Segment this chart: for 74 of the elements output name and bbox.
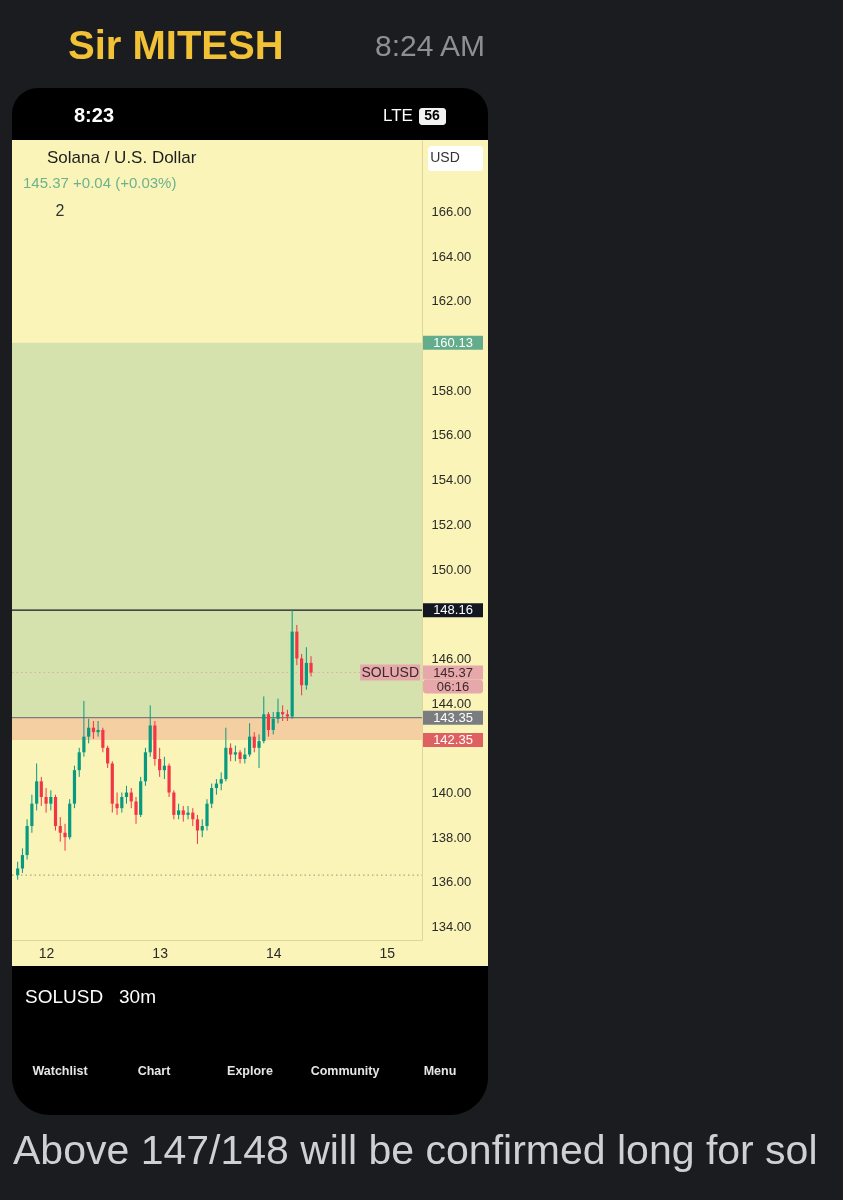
text: SOLUSD xyxy=(25,986,104,1007)
text: 8:24 AM xyxy=(375,29,486,62)
y-tick-label: 144.00 xyxy=(431,695,472,711)
candlestick xyxy=(77,747,81,778)
candlestick xyxy=(210,783,214,809)
text: Explore xyxy=(227,1064,273,1078)
candlestick xyxy=(271,711,275,735)
x-tick-label: 13 xyxy=(152,944,169,961)
y-tick-label: 152.00 xyxy=(431,516,472,532)
y-tick-label: 156.00 xyxy=(431,427,472,443)
candlestick xyxy=(266,711,271,738)
text: 30m xyxy=(119,986,156,1007)
text: 06:16 xyxy=(436,678,470,694)
candlestick xyxy=(39,776,43,807)
text: Sir MITESH xyxy=(68,23,284,67)
y-tick-label: 138.00 xyxy=(431,829,472,845)
text: Watchlist xyxy=(32,1064,89,1078)
candlestick xyxy=(304,646,308,691)
text: Community xyxy=(310,1064,380,1078)
chart-title: Solana / U.S. Dollar xyxy=(47,148,197,167)
text: Chart xyxy=(137,1064,172,1078)
annotation: SOLUSD xyxy=(361,663,419,680)
ref-line-label: 148.16 xyxy=(433,602,473,618)
candlestick xyxy=(58,816,62,843)
x-tick-label: 12 xyxy=(38,944,55,961)
text: USD xyxy=(430,149,460,165)
text: Menu xyxy=(423,1064,457,1078)
candlestick xyxy=(30,794,34,834)
x-tick-label: 15 xyxy=(379,944,396,961)
text: 56 xyxy=(424,107,440,123)
text: 8:23 xyxy=(73,104,115,126)
text: Above 147/148 will be confirmed long for sol xyxy=(13,1127,818,1173)
candlestick xyxy=(134,796,138,825)
y-tick-label: 140.00 xyxy=(431,785,472,801)
band-label: 160.13 xyxy=(433,334,473,350)
candlestick xyxy=(101,727,105,753)
candlestick xyxy=(195,814,200,845)
candlestick xyxy=(158,747,162,778)
x-tick-label: 14 xyxy=(265,944,282,961)
candlestick xyxy=(87,718,91,744)
ref-line-label: 145.37 xyxy=(433,664,473,680)
candlestick xyxy=(106,745,110,769)
candlestick xyxy=(82,700,86,758)
y-tick-label: 154.00 xyxy=(431,472,472,488)
y-tick-label: 146.00 xyxy=(431,650,472,666)
candlestick xyxy=(248,722,252,758)
candlestick xyxy=(252,731,256,753)
text: 145.37 +0.04 (+0.03%) xyxy=(23,174,177,191)
candlestick xyxy=(49,789,53,811)
y-tick-label: 164.00 xyxy=(431,248,472,264)
candlestick xyxy=(172,789,176,820)
y-tick-label: 136.00 xyxy=(431,874,472,890)
candlestick xyxy=(44,787,48,814)
candlestick xyxy=(276,698,280,724)
y-tick-label: 150.00 xyxy=(431,561,472,577)
candlestick xyxy=(35,762,39,811)
candlestick xyxy=(238,749,242,764)
candlestick xyxy=(205,798,209,831)
candlestick xyxy=(20,847,25,874)
candlestick xyxy=(96,720,100,738)
candlestick xyxy=(257,733,261,769)
y-tick-label: 166.00 xyxy=(431,204,472,220)
candlestick xyxy=(120,792,124,814)
candlestick xyxy=(115,792,119,816)
annotation: 2 xyxy=(55,202,65,219)
candlestick xyxy=(63,823,67,852)
y-tick-label: 134.00 xyxy=(431,919,472,935)
y-tick-label: 162.00 xyxy=(431,293,472,309)
y-tick-label: 158.00 xyxy=(431,382,472,398)
text: LTE xyxy=(383,106,413,125)
candlestick xyxy=(309,655,313,677)
band-label: 142.35 xyxy=(433,732,473,747)
candlestick xyxy=(186,805,190,820)
ref-line-label: 143.35 xyxy=(433,709,473,725)
